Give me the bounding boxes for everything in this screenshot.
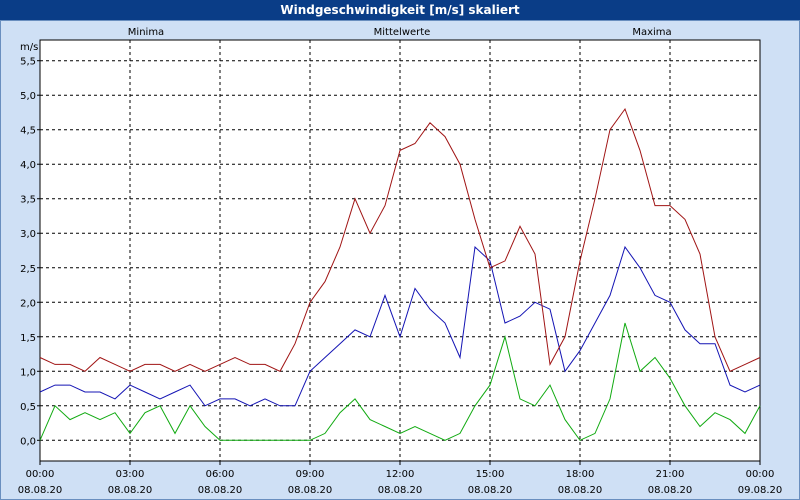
y-tick-label: 3,0 — [20, 229, 36, 240]
y-tick-label: 0,0 — [20, 436, 36, 447]
y-tick-label: 4,5 — [20, 126, 36, 137]
x-tick-date-label: 08.08.20 — [558, 485, 603, 496]
y-axis-label: m/s — [20, 42, 38, 53]
series-line-minima — [39, 322, 761, 441]
series-line-maxima — [39, 107, 761, 372]
x-tick-time-label: 09:00 — [296, 469, 325, 480]
y-tick-label: 1,0 — [20, 367, 36, 378]
y-tick-label: 2,0 — [20, 298, 36, 309]
x-tick-time-label: 03:00 — [116, 469, 145, 480]
x-tick-date-label: 08.08.20 — [18, 485, 63, 496]
x-tick-date-label: 08.08.20 — [198, 485, 243, 496]
y-tick-label: 3,5 — [20, 195, 36, 206]
x-tick-time-label: 12:00 — [386, 469, 415, 480]
series-lines — [39, 107, 761, 441]
x-tick-time-label: 00:00 — [26, 469, 55, 480]
x-tick-date-label: 08.08.20 — [378, 485, 423, 496]
y-tick-label: 2,5 — [20, 264, 36, 275]
x-tick-date-label: 09.08.20 — [738, 485, 783, 496]
window-title: Windgeschwindigkeit [m/s] skaliert — [0, 0, 800, 20]
x-tick-date-label: 08.08.20 — [648, 485, 693, 496]
x-tick-time-label: 00:00 — [746, 469, 775, 480]
x-tick-date-label: 08.08.20 — [108, 485, 153, 496]
y-tick-label: 4,0 — [20, 160, 36, 171]
y-tick-label: 0,5 — [20, 402, 36, 413]
x-tick-time-label: 21:00 — [656, 469, 685, 480]
legend-entry-minima: Minima — [128, 27, 164, 38]
x-tick-date-label: 08.08.20 — [468, 485, 513, 496]
legend-entry-mittelwerte: Mittelwerte — [374, 27, 431, 38]
legend-entry-maxima: Maxima — [632, 27, 671, 38]
y-tick-label: 5,0 — [20, 91, 36, 102]
x-tick-time-label: 06:00 — [206, 469, 235, 480]
x-tick-time-label: 18:00 — [566, 469, 595, 480]
grid-lines — [40, 40, 760, 461]
series-line-mittelwerte — [39, 245, 761, 407]
x-tick-time-label: 15:00 — [476, 469, 505, 480]
y-axis-ticks: 0,0 0,5 1,0 1,5 2,0 2,5 3,0 3,5 4,0 4,5 5,0 5,5 — [20, 57, 40, 447]
x-axis-ticks: 00:00 08.08.20 03:00 08.08.20 06:00 08.08.20 0… — [18, 461, 783, 496]
y-tick-label: 5,5 — [20, 57, 36, 68]
y-tick-label: 1,5 — [20, 333, 36, 344]
x-tick-date-label: 08.08.20 — [288, 485, 333, 496]
